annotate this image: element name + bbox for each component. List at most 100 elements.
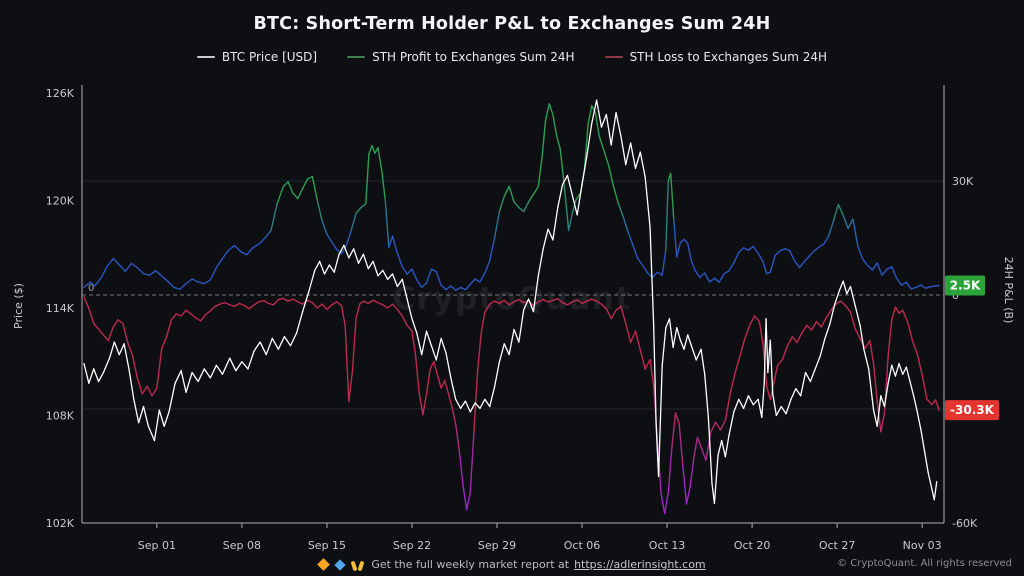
btc-price-line [728,411,735,436]
btc-price-line [406,298,413,320]
btc-price-line [733,398,740,413]
sth-profit-line [537,157,543,188]
right-tick-label: 30K [952,175,974,188]
sth-loss-line [151,387,158,397]
btc-price-line [752,398,759,406]
sth-profit-line [876,262,883,276]
btc-price-line [464,400,471,413]
sth-profit-line [723,269,730,275]
sth-loss-line [418,393,424,416]
sth-loss-line [469,431,475,494]
sth-profit-line [406,268,413,275]
sth-profit-line [683,238,689,245]
sth-profit-line [627,231,634,247]
sth-profit-line [699,272,706,279]
btc-price-line [253,341,261,352]
btc-price-line [829,303,836,325]
blue-diamond-icon [334,558,346,571]
btc-price-line [898,362,904,375]
btc-price-line [695,348,702,361]
btc-price-line [377,269,384,277]
sth-loss-line [902,309,909,323]
sth-loss-line [316,303,323,309]
btc-price-line [197,368,205,383]
sth-loss-line [141,385,148,395]
sth-profit-line [612,185,620,205]
sth-loss-line [700,446,707,461]
btc-price-line [425,330,433,347]
sth-loss-line [773,364,779,384]
sth-profit-line [920,284,927,289]
sth-profit-line [837,203,844,216]
sth-profit-line [637,258,644,267]
btc-price-line [489,386,496,408]
btc-price-line [180,370,187,393]
sth-profit-line [532,185,539,196]
sth-profit-line [450,285,457,292]
sth-loss-line [414,355,420,395]
btc-price-line [191,371,199,383]
sth-loss-line [156,347,163,389]
btc-price-line [571,194,578,216]
btc-price-line [868,368,875,411]
btc-price-line [503,343,510,356]
sth-profit-line [179,282,187,290]
sth-loss-line [605,307,612,320]
legend-item-1[interactable]: STH Profit to Exchanges Sum 24H [347,50,575,64]
sth-profit-line [464,283,471,291]
btc-price-line [902,366,908,375]
btc-price-line [700,348,706,375]
sth-loss-line [277,297,284,301]
sth-loss-line [267,302,275,306]
sth-profit-line [886,266,893,270]
sth-loss-line [311,301,318,309]
sth-loss-line [238,302,246,307]
btc-price-line [595,99,603,128]
legend-item-2[interactable]: STH Loss to Exchanges Sum 24H [604,50,827,64]
btc-price-line [649,226,655,327]
legend-item-0[interactable]: BTC Price [USD] [196,50,317,64]
btc-price-line [763,318,767,384]
orange-diamond-icon [317,558,331,571]
btc-price-line [859,325,865,350]
sth-profit-line [513,201,520,209]
sth-profit-line [832,203,840,222]
sth-profit-line [311,175,318,201]
sth-profit-line [587,105,593,125]
sth-loss-line [891,306,897,321]
btc-price-line [557,183,564,209]
sth-profit-line [167,280,175,289]
btc-price-line [372,260,379,277]
btc-price-line [620,135,627,166]
sth-loss-line [685,486,691,505]
sth-loss-line [906,320,914,342]
sth-loss-line [810,320,818,331]
btc-price-line [348,248,355,259]
btc-price-line [653,325,657,426]
sth-profit-line [583,123,589,171]
sth-profit-line [233,244,242,253]
btc-price-line [547,228,554,241]
sth-profit-line [774,250,781,257]
btc-price-line [566,174,573,196]
sth-loss-line [425,368,431,395]
sth-profit-line [598,134,605,152]
right-tick-label: -60K [952,517,978,530]
btc-price-line [872,409,878,427]
sth-loss-line [326,304,333,311]
left-tick-label: 120K [46,195,75,208]
sth-loss-line [898,309,904,314]
promo-text: Get the full weekly market report at [371,558,570,571]
sth-profit-line [136,266,145,275]
last-value-badge-label: -30.3K [950,403,995,417]
sth-profit-line [306,175,314,180]
btc-price-line [229,357,237,372]
x-tick-label: Sep 29 [478,539,516,552]
sth-loss-line [786,336,793,347]
sth-loss-line [127,341,134,357]
sth-profit-line [905,281,912,290]
sth-loss-line [391,303,399,311]
promo-link[interactable]: https://adlerinsight.com [574,558,706,571]
btc-price-line [158,409,165,427]
